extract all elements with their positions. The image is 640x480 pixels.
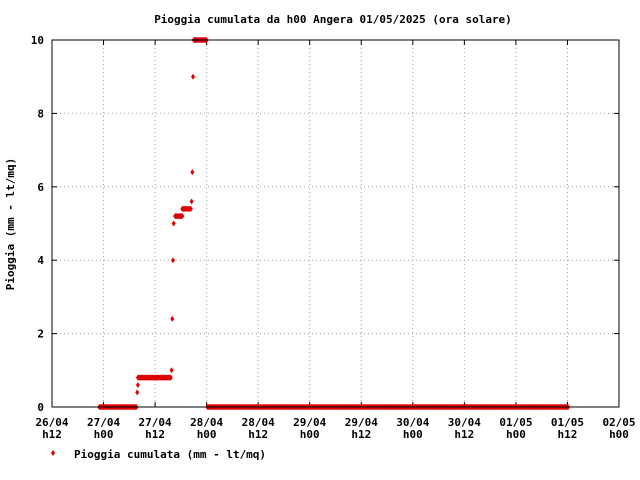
legend: Pioggia cumulata (mm - lt/mq) bbox=[51, 448, 266, 461]
plot-frame bbox=[51, 39, 620, 408]
y-tick-label: 2 bbox=[37, 328, 44, 341]
x-tick-label: h12 bbox=[145, 428, 165, 441]
x-tick-label: 28/04 bbox=[190, 416, 223, 429]
axis-ticks: 26/04h1227/04h0027/04h1228/04h0028/04h12… bbox=[31, 34, 636, 441]
x-tick-label: h00 bbox=[197, 428, 217, 441]
x-tick-label: 02/05 bbox=[602, 416, 635, 429]
x-tick-label: 01/05 bbox=[499, 416, 532, 429]
chart-title: Pioggia cumulata da h00 Angera 01/05/202… bbox=[154, 13, 512, 26]
data-point bbox=[191, 73, 196, 80]
x-tick-label: 30/04 bbox=[448, 416, 481, 429]
x-tick-label: h12 bbox=[351, 428, 371, 441]
x-tick-label: h12 bbox=[454, 428, 474, 441]
x-tick-label: 01/05 bbox=[551, 416, 584, 429]
x-tick-label: h00 bbox=[300, 428, 320, 441]
x-tick-label: 28/04 bbox=[242, 416, 275, 429]
x-tick-label: h00 bbox=[94, 428, 114, 441]
x-tick-label: 27/04 bbox=[87, 416, 120, 429]
legend-marker bbox=[51, 450, 55, 456]
x-tick-label: h00 bbox=[609, 428, 629, 441]
x-tick-label: 30/04 bbox=[396, 416, 429, 429]
y-tick-label: 10 bbox=[31, 34, 44, 47]
legend-label: Pioggia cumulata (mm - lt/mq) bbox=[74, 448, 266, 461]
x-tick-label: h00 bbox=[506, 428, 526, 441]
data-point bbox=[171, 220, 176, 227]
data-point bbox=[135, 389, 140, 396]
data-point bbox=[189, 198, 194, 205]
y-tick-label: 0 bbox=[37, 401, 44, 414]
data-point bbox=[135, 381, 140, 388]
data-point bbox=[170, 315, 175, 322]
x-tick-label: 26/04 bbox=[35, 416, 68, 429]
data-point bbox=[190, 169, 195, 176]
x-tick-label: h12 bbox=[558, 428, 578, 441]
data-point bbox=[169, 367, 174, 374]
x-tick-label: h12 bbox=[248, 428, 268, 441]
x-tick-label: 29/04 bbox=[293, 416, 326, 429]
grid bbox=[52, 40, 619, 407]
data-point bbox=[180, 213, 185, 220]
x-tick-label: h00 bbox=[403, 428, 423, 441]
data-points bbox=[97, 37, 571, 410]
y-tick-label: 6 bbox=[37, 181, 44, 194]
y-tick-label: 8 bbox=[37, 107, 44, 120]
x-tick-label: 27/04 bbox=[139, 416, 172, 429]
x-tick-label: 29/04 bbox=[345, 416, 378, 429]
data-point bbox=[188, 205, 193, 212]
y-tick-label: 4 bbox=[37, 254, 44, 267]
data-point bbox=[168, 374, 173, 381]
y-axis-label: Pioggia (mm - lt/mq) bbox=[4, 158, 17, 290]
data-point bbox=[170, 257, 175, 264]
x-tick-label: h12 bbox=[42, 428, 62, 441]
